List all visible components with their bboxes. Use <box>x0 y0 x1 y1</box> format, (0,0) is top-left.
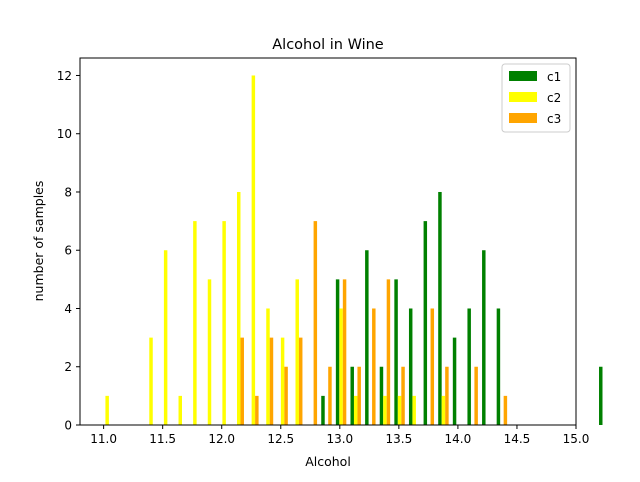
bar-c3-13 <box>298 337 303 425</box>
bar-c2-11 <box>266 308 270 425</box>
bar-c2-16 <box>339 308 343 425</box>
x-tick-label: 12.0 <box>208 432 235 446</box>
legend-swatch-c1 <box>509 71 537 81</box>
bar-c3-27 <box>503 395 508 425</box>
x-tick-label: 12.5 <box>267 432 294 446</box>
bar-c2-21 <box>412 395 416 425</box>
y-tick-label: 2 <box>64 360 72 374</box>
y-tick-label: 10 <box>57 127 72 141</box>
bar-c3-22 <box>430 308 435 425</box>
legend: c1 c2 c3 <box>501 63 571 133</box>
x-axis-label: Alcohol <box>305 454 351 469</box>
legend-label-c2: c2 <box>547 91 561 105</box>
x-tick-label: 14.5 <box>504 432 531 446</box>
y-tick-label: 4 <box>64 302 72 316</box>
bar-c3-18 <box>372 308 376 425</box>
bar-c3-11 <box>269 337 274 425</box>
bar-c2-23 <box>441 395 446 425</box>
x-tick-label: 11.0 <box>90 432 117 446</box>
bar-c3-25 <box>474 366 478 425</box>
bar-c1-17 <box>350 366 354 425</box>
x-tick-label: 11.5 <box>149 432 176 446</box>
bar-c2-6 <box>193 221 197 425</box>
bar-c3-10 <box>255 395 259 425</box>
bar-c2-20 <box>397 395 402 425</box>
x-tick-label: 14.0 <box>445 432 472 446</box>
bar-c2-0 <box>105 395 109 425</box>
bar-c2-8 <box>222 221 226 425</box>
bar-c3-19 <box>386 279 391 425</box>
axes-layer: 11.0 11.5 12.0 12.5 13.0 13.5 14.0 14.5 15.0 0 2 4 6… <box>57 57 590 446</box>
bar-c3-12 <box>284 366 288 425</box>
legend-label-c3: c3 <box>547 112 561 126</box>
bar-c1-34 <box>599 366 603 425</box>
bar-c2-10 <box>251 75 256 425</box>
bar-c3-20 <box>401 366 405 425</box>
bar-c1-21 <box>408 308 413 425</box>
bar-c1-26 <box>482 250 486 425</box>
bar-c1-16 <box>335 279 340 425</box>
bars-layer <box>105 75 603 425</box>
legend-label-c1: c1 <box>547 70 561 84</box>
x-tick-label: 15.0 <box>563 432 590 446</box>
bar-c1-23 <box>438 191 442 425</box>
bar-c1-15 <box>321 395 325 425</box>
bar-c3-16 <box>342 279 347 425</box>
bar-c1-22 <box>423 221 428 425</box>
legend-swatch-c2 <box>509 92 537 102</box>
y-tick-label: 0 <box>64 419 72 433</box>
y-tick-label: 6 <box>64 244 72 258</box>
bar-c2-7 <box>207 279 212 425</box>
plot-frame <box>79 57 577 426</box>
bar-c2-12 <box>280 337 285 425</box>
bar-c3-23 <box>445 366 449 425</box>
bar-c1-27 <box>496 308 501 425</box>
x-tick-label: 13.0 <box>326 432 353 446</box>
bar-c3-17 <box>357 366 361 425</box>
bar-c2-9 <box>237 191 241 425</box>
y-tick-label: 12 <box>57 69 72 83</box>
bar-c2-19 <box>383 395 387 425</box>
bar-c2-3 <box>149 337 153 425</box>
bar-c2-4 <box>163 250 168 425</box>
bar-c2-17 <box>353 395 358 425</box>
legend-swatch-c3 <box>509 113 537 123</box>
bar-c3-15 <box>328 366 332 425</box>
bar-c3-14 <box>313 221 318 425</box>
bar-c1-24 <box>452 337 457 425</box>
bar-c1-18 <box>365 250 369 425</box>
x-tick-label: 13.5 <box>385 432 412 446</box>
bar-c2-5 <box>178 395 182 425</box>
bar-c1-19 <box>379 366 384 425</box>
y-axis-label: number of samples <box>31 181 46 302</box>
bar-c1-20 <box>394 279 398 425</box>
chart-title: Alcohol in Wine <box>272 37 384 53</box>
bar-c3-9 <box>240 337 244 425</box>
y-tick-label: 8 <box>64 185 72 199</box>
bar-c1-25 <box>467 308 471 425</box>
bar-c2-13 <box>295 279 299 425</box>
